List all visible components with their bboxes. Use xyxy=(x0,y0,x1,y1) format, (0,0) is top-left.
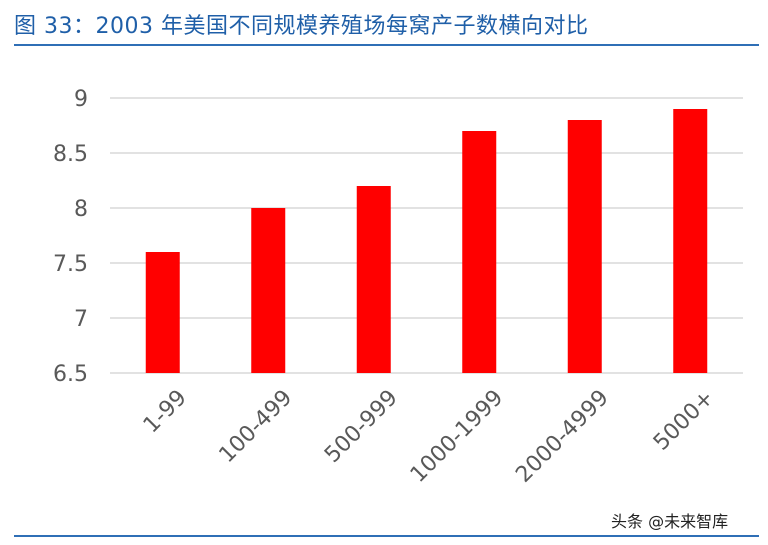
x-tick-label: 100-499 xyxy=(215,385,298,468)
y-tick-label: 6.5 xyxy=(53,362,88,387)
x-tick-label: 500-999 xyxy=(320,385,403,468)
y-tick-label: 8.5 xyxy=(53,142,88,167)
bar xyxy=(356,186,391,373)
x-tick-label: 2000-4999 xyxy=(511,385,613,487)
bar xyxy=(567,120,602,373)
bar xyxy=(145,252,180,373)
x-tick-label: 1000-1999 xyxy=(406,385,508,487)
bar xyxy=(251,208,286,373)
x-tick-label: 1-99 xyxy=(139,385,192,438)
title-divider xyxy=(14,44,759,46)
bottom-divider xyxy=(14,535,759,537)
y-tick-label: 7 xyxy=(74,307,88,332)
y-tick-label: 9 xyxy=(74,87,88,112)
bar xyxy=(462,131,497,373)
x-tick-label: 5000+ xyxy=(649,385,719,455)
y-tick-label: 8 xyxy=(74,197,88,222)
y-tick-label: 7.5 xyxy=(53,252,88,277)
watermark-text: 头条 @未来智库 xyxy=(611,512,729,531)
bar xyxy=(673,109,708,373)
watermark: 头条 @未来智库 xyxy=(611,508,728,532)
figure-title: 图 33：2003 年美国不同规模养殖场每窝产子数横向对比 xyxy=(14,14,589,39)
